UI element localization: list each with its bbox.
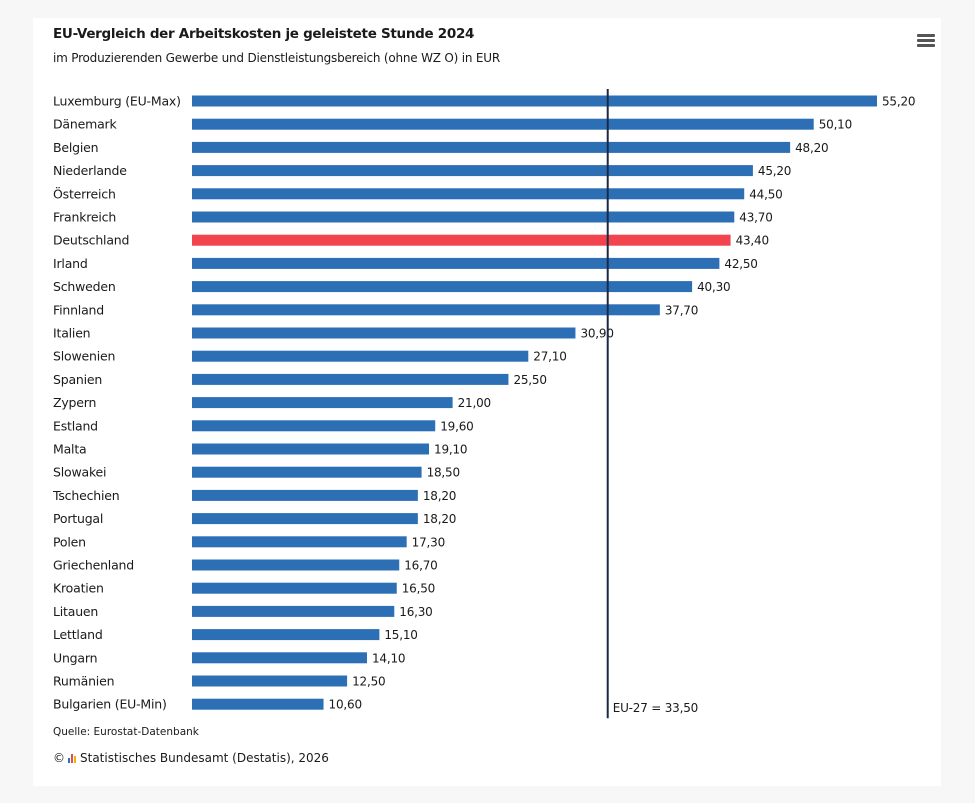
value-label: 16,30 (399, 605, 432, 619)
category-label: Estland (53, 418, 98, 433)
value-label: 17,30 (412, 535, 445, 549)
bar[interactable] (192, 629, 380, 641)
category-label: Finnland (53, 302, 104, 317)
menu-line (917, 34, 935, 37)
bar[interactable] (192, 675, 348, 687)
bar[interactable] (192, 257, 720, 269)
value-label: 45,20 (758, 164, 791, 178)
category-label: Tschechien (52, 488, 119, 503)
value-label: 14,10 (372, 651, 405, 665)
bar[interactable] (192, 141, 791, 153)
value-label: 43,70 (739, 211, 772, 225)
category-label: Deutschland (53, 233, 129, 248)
bar-chart: Luxemburg (EU-Max) 55,20 Dänemark 50,10 Belg… (52, 89, 916, 719)
value-label: 19,10 (434, 443, 467, 457)
bar[interactable] (192, 327, 576, 339)
category-label: Slowakei (53, 465, 106, 480)
category-label: Polen (53, 534, 86, 549)
bar[interactable] (192, 281, 693, 293)
value-label: 48,20 (795, 141, 828, 155)
value-label: 50,10 (819, 118, 852, 132)
value-label: 16,70 (404, 559, 437, 573)
bar[interactable] (192, 188, 745, 200)
category-label: Slowenien (53, 349, 115, 364)
bar[interactable] (192, 698, 324, 710)
bar[interactable] (192, 234, 731, 246)
value-label: 16,50 (402, 582, 435, 596)
category-label: Niederlande (53, 163, 127, 178)
value-label: 27,10 (533, 350, 566, 364)
bar[interactable] (192, 373, 509, 385)
bar[interactable] (192, 559, 400, 571)
bar[interactable] (192, 443, 430, 455)
bar[interactable] (192, 118, 814, 130)
value-label: 15,10 (384, 628, 417, 642)
category-label: Spanien (53, 372, 102, 387)
category-label: Rumänien (53, 674, 114, 689)
category-label: Österreich (53, 185, 116, 201)
bar[interactable] (192, 536, 407, 548)
value-label: 18,50 (427, 466, 460, 480)
chart-title: EU-Vergleich der Arbeitskosten je geleis… (53, 26, 475, 42)
bar[interactable] (192, 582, 397, 594)
destatis-logo-icon (68, 753, 76, 763)
value-label: 40,30 (697, 280, 730, 294)
value-label: 18,20 (423, 489, 456, 503)
category-label: Kroatien (53, 581, 104, 596)
copyright-text: Statistisches Bundesamt (Destatis), 2026 (80, 751, 329, 765)
category-label: Bulgarien (EU-Min) (53, 697, 167, 712)
chart-subtitle: im Produzierenden Gewerbe und Dienstleis… (53, 51, 501, 65)
category-label: Ungarn (53, 650, 97, 665)
category-label: Zypern (53, 395, 96, 410)
bar[interactable] (192, 304, 660, 316)
bar[interactable] (192, 605, 395, 617)
source-note: Quelle: Eurostat-Datenbank (53, 726, 199, 738)
bar[interactable] (192, 350, 529, 362)
category-label: Irland (53, 256, 88, 271)
category-label: Malta (53, 442, 86, 457)
category-label: Italien (53, 326, 90, 341)
category-label: Dänemark (53, 117, 117, 132)
value-label: 19,60 (440, 419, 473, 433)
bar[interactable] (192, 466, 422, 478)
value-label: 21,00 (458, 396, 491, 410)
category-label: Litauen (53, 604, 98, 619)
bar[interactable] (192, 397, 453, 409)
bar[interactable] (192, 95, 877, 107)
category-label: Lettland (53, 627, 103, 642)
hamburger-menu-icon[interactable] (917, 34, 935, 50)
category-label: Schweden (53, 279, 116, 294)
category-label: Portugal (53, 511, 103, 526)
copyright-note: © Statistisches Bundesamt (Destatis), 20… (53, 751, 329, 765)
value-label: 42,50 (724, 257, 757, 271)
value-label: 18,20 (423, 512, 456, 526)
bar[interactable] (192, 165, 753, 177)
value-label: 44,50 (749, 187, 782, 201)
category-label: Griechenland (53, 558, 134, 573)
value-label: 37,70 (665, 303, 698, 317)
value-label: 43,40 (736, 234, 769, 248)
category-label: Belgien (53, 140, 98, 155)
bar[interactable] (192, 489, 418, 501)
copyright-symbol: © (53, 751, 65, 765)
menu-line (917, 39, 935, 42)
chart-card: EU-Vergleich der Arbeitskosten je geleis… (33, 18, 941, 786)
value-label: 12,50 (352, 675, 385, 689)
menu-line (917, 44, 935, 47)
value-label: 30,90 (580, 327, 613, 341)
reference-line-label: EU-27 = 33,50 (613, 701, 698, 715)
bar[interactable] (192, 513, 418, 525)
bar[interactable] (192, 211, 735, 223)
value-label: 55,20 (882, 95, 915, 109)
value-label: 10,60 (329, 698, 362, 712)
value-label: 25,50 (513, 373, 546, 387)
category-label: Frankreich (53, 210, 116, 225)
bar[interactable] (192, 652, 367, 664)
bar[interactable] (192, 420, 436, 432)
category-label: Luxemburg (EU-Max) (53, 94, 181, 109)
